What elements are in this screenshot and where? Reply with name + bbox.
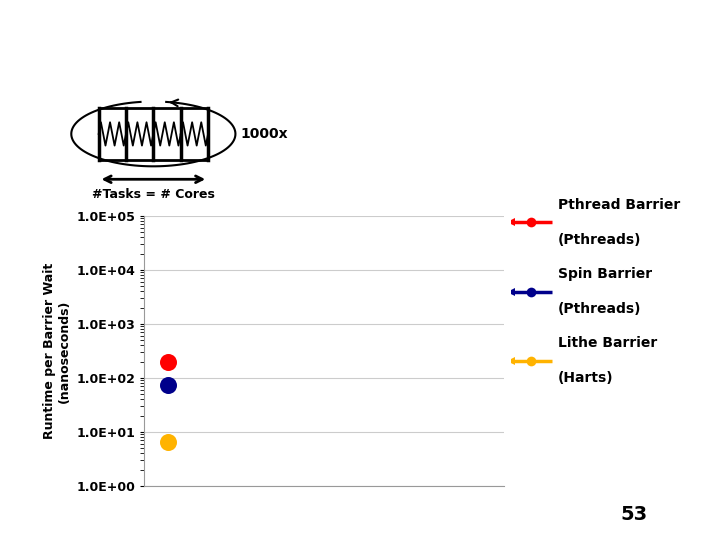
Y-axis label: Runtime per Barrier Wait
(nanoseconds): Runtime per Barrier Wait (nanoseconds) [42, 263, 71, 439]
Text: (Pthreads): (Pthreads) [557, 233, 641, 247]
Text: Spin Barrier: Spin Barrier [557, 267, 652, 281]
Text: 1000x: 1000x [241, 127, 289, 141]
Text: (Pthreads): (Pthreads) [557, 302, 641, 316]
Text: Lithe Barrier: Lithe Barrier [557, 336, 657, 350]
Point [162, 438, 174, 447]
Text: 53: 53 [620, 505, 647, 524]
Text: (Harts): (Harts) [557, 371, 613, 385]
Text: Pthread Barrier: Pthread Barrier [557, 198, 680, 212]
Text: #Tasks = # Cores: #Tasks = # Cores [92, 188, 215, 201]
Point [162, 380, 174, 389]
Point [162, 357, 174, 366]
Text: Barrier Microbenchmark Evaluation: Barrier Microbenchmark Evaluation [82, 21, 638, 49]
